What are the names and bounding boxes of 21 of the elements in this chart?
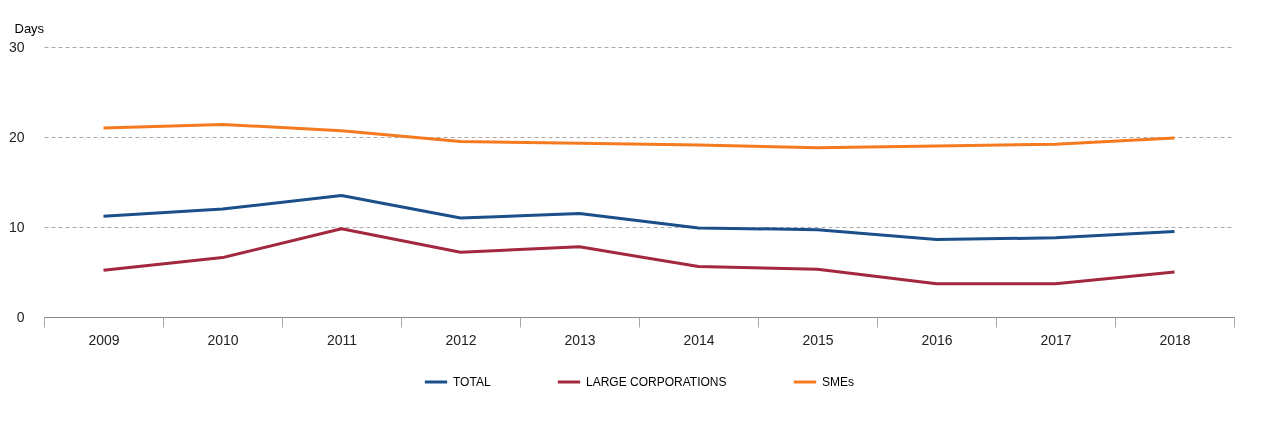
legend-label: TOTAL (453, 375, 491, 389)
line-series (102, 122, 1176, 150)
x-tick-label: 2010 (207, 331, 239, 348)
legend-label: SMEs (822, 375, 855, 389)
x-tick-label: 2012 (445, 331, 477, 348)
line-series (102, 194, 1176, 242)
legend-label: LARGE CORPORATIONS (586, 375, 727, 389)
y-tick-label: 0 (16, 308, 25, 325)
x-tick-label: 2015 (802, 331, 834, 348)
x-tick-label: 2009 (88, 331, 120, 348)
y-axis-title: Days (14, 20, 45, 36)
y-tick-label: 30 (8, 38, 25, 55)
y-tick-label: 20 (8, 128, 25, 145)
x-tick-label: 2014 (683, 331, 715, 348)
line-series (102, 227, 1176, 286)
x-tick-label: 2016 (921, 331, 953, 348)
x-tick-label: 2013 (564, 331, 596, 348)
y-tick-label: 10 (8, 218, 25, 235)
x-tick-label: 2011 (326, 331, 358, 348)
x-tick-label: 2018 (1159, 331, 1191, 348)
x-tick-label: 2017 (1040, 331, 1072, 348)
